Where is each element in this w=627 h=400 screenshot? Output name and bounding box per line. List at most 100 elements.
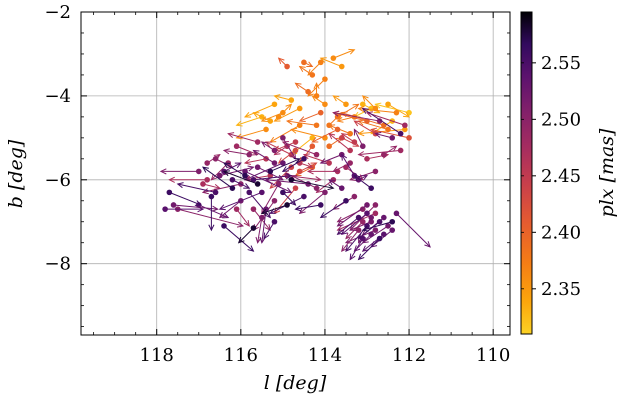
star-point [305,88,311,95]
star-point [229,185,236,191]
motion-arrow-head [374,131,382,138]
motion-arrow-head [298,116,306,122]
motion-arrow [253,175,292,181]
star-point [309,135,316,141]
motion-arrow [333,112,380,122]
motion-arrow [358,120,389,130]
star-point [343,197,349,204]
star-point [326,122,332,129]
star-point [385,101,391,108]
motion-arrow-head [306,61,314,68]
star-point [330,55,337,61]
star-point [317,202,324,208]
motion-arrow [349,221,372,231]
motion-arrow-head [341,245,348,253]
motion-arrow [169,191,202,206]
motion-arrow [236,128,267,139]
motion-arrow-head [194,200,202,206]
motion-arrow-head [176,182,184,189]
motion-arrow [270,158,300,172]
star-point [359,143,366,150]
star-point [322,101,328,108]
motion-arrow [177,183,216,193]
x-tick-label: 116 [224,345,258,366]
motion-arrow [238,227,254,244]
motion-arrow-head [328,179,336,186]
star-point [250,206,257,212]
motion-arrow-head [390,145,398,152]
star-point [162,206,168,212]
motion-arrow [328,112,343,126]
motion-arrow [236,116,263,126]
star-point [166,189,173,196]
motion-arrow [261,204,288,214]
star-point [372,227,379,233]
motion-arrow-head [210,173,218,181]
motion-arrow-head [264,211,272,219]
star-point [309,143,316,150]
star-point [301,59,307,66]
motion-arrow-head [353,174,361,182]
motion-arrow-head [265,141,273,148]
star-point [381,231,387,238]
motion-arrow [278,103,292,118]
motion-arrow-head [311,136,319,143]
motion-arrow-head [328,132,336,140]
motion-arrow-head [357,106,365,113]
motion-arrow-head [424,241,431,248]
motion-arrow [307,61,322,76]
motion-arrow [341,154,355,176]
motion-arrow [282,158,305,172]
motion-arrow [362,225,389,244]
motion-arrow-head [222,212,230,219]
star-point [271,197,278,204]
star-point [221,223,227,229]
motion-arrow-head [243,219,250,227]
motion-arrow [219,200,242,218]
motion-arrow [362,108,401,135]
star-point [376,218,383,225]
motion-arrow-head [345,245,352,252]
motion-arrow [274,95,292,101]
star-point [296,122,303,129]
star-point [284,63,290,70]
colorbar-tick-label: 2.50 [541,109,581,130]
star-point [292,185,299,191]
motion-arrow [202,183,220,189]
star-point [359,206,366,212]
motion-arrow [320,154,342,164]
motion-arrow [223,162,242,172]
star-point [381,214,387,221]
motion-arrow [320,57,342,67]
motion-arrow [244,175,271,181]
star-point [322,76,328,82]
star-point [313,122,320,129]
motion-arrow [299,112,321,122]
star-point [364,210,370,217]
star-point [271,218,278,225]
star-point [368,231,375,238]
star-point [170,202,177,208]
star-point [246,189,253,196]
star-point [406,135,412,141]
motion-arrow-head [348,48,356,55]
motion-arrow [291,128,326,139]
star-point [254,164,261,171]
star-point [317,59,324,66]
x-tick-label: 112 [392,345,426,366]
motion-arrow-head [306,162,314,169]
motion-arrow-head [285,187,293,194]
motion-arrow [387,103,410,118]
star-point [229,176,236,183]
colorbar-tick-label: 2.35 [541,279,581,300]
motion-arrow [223,170,258,185]
star-point [351,193,358,200]
star-point [280,135,286,141]
motion-arrow-head [260,141,268,148]
star-point [280,189,286,196]
motion-arrow-head [361,245,369,252]
motion-arrow [223,225,254,252]
motion-arrow-head [353,120,361,127]
motion-arrow [244,162,284,181]
motion-arrow-head [340,228,348,236]
